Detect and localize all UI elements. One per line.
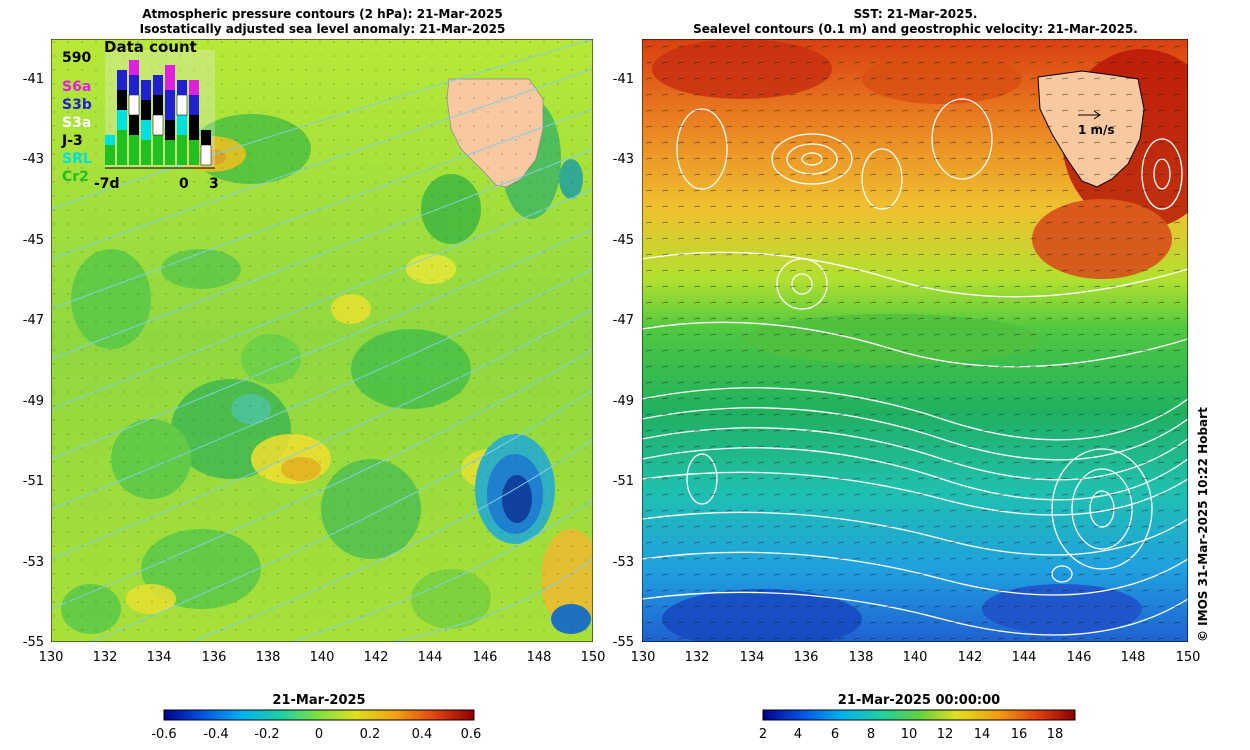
x-tick: 132	[684, 650, 710, 665]
geostrophic-velocity-vectors	[642, 39, 1188, 642]
colorbar-tick: -0.2	[254, 727, 280, 742]
y-tick: -47	[22, 313, 44, 328]
colorbar-tick: 4	[793, 727, 803, 742]
x-tick: 148	[526, 650, 552, 665]
colorbar-tick: 18	[1046, 727, 1064, 742]
x-tick: 150	[580, 650, 606, 665]
x-tick: 140	[902, 650, 928, 665]
velocity-scale-arrow	[1078, 110, 1101, 120]
sst-map	[642, 39, 1188, 642]
y-tick: -45	[612, 233, 634, 248]
inset-xlabel-end: 3	[209, 176, 219, 192]
colorbar-tick: 6	[830, 727, 840, 742]
x-tick: 140	[309, 650, 335, 665]
sla-map	[51, 39, 593, 642]
y-tick: -55	[612, 635, 634, 650]
mission-s3a: S3a	[62, 115, 92, 131]
x-tick: 136	[201, 650, 227, 665]
y-tick: -53	[22, 555, 44, 570]
y-tick: -49	[612, 394, 634, 409]
x-tick: 134	[739, 650, 765, 665]
inset-mission-legend: S6a S3b S3a J-3 SRL Cr2	[62, 78, 92, 186]
y-tick: -47	[612, 313, 634, 328]
y-tick: -41	[612, 72, 634, 87]
colorbar-tick: 12	[936, 727, 954, 742]
mission-s6a: S6a	[62, 79, 92, 95]
x-tick: 150	[1175, 650, 1201, 665]
x-tick: 142	[363, 650, 389, 665]
y-tick: -49	[22, 394, 44, 409]
histogram-bars	[105, 60, 212, 166]
mission-j3: J-3	[62, 133, 83, 149]
inset-title: Data count	[104, 38, 197, 56]
x-tick: 144	[417, 650, 443, 665]
mission-srl: SRL	[62, 151, 92, 167]
x-tick: 130	[630, 650, 656, 665]
colorbar-tick: 0.4	[411, 727, 433, 742]
right-title-line2: Sealevel contours (0.1 m) and geostrophi…	[693, 22, 1138, 36]
right-title-line1: SST: 21-Mar-2025.	[853, 7, 978, 21]
y-tick: -51	[612, 474, 634, 489]
y-tick: -41	[22, 72, 44, 87]
colorbar-tick: -0.6	[151, 727, 177, 742]
x-tick: 146	[1066, 650, 1092, 665]
right-colorbar-title: 21-Mar-2025 00:00:00	[837, 693, 1001, 708]
colorbar-tick: 10	[900, 727, 918, 742]
x-tick: 136	[793, 650, 819, 665]
colorbar-tick: 14	[973, 727, 991, 742]
colorbar-tick: 8	[866, 727, 876, 742]
left-colorbar-title: 21-Mar-2025	[272, 693, 366, 708]
x-tick: 148	[1120, 650, 1146, 665]
x-tick: 134	[146, 650, 172, 665]
colorbar-tick: -0.4	[203, 727, 229, 742]
x-tick: 146	[472, 650, 498, 665]
left-title-line2: Isostatically adjusted sea level anomaly…	[139, 22, 506, 36]
y-tick: -55	[22, 635, 44, 650]
data-count-inset	[105, 50, 215, 169]
mission-cr2: Cr2	[62, 169, 89, 185]
colorbar-tick: 2	[758, 727, 768, 742]
colorbar-tick: 16	[1010, 727, 1028, 742]
left-colorbar	[163, 709, 475, 721]
x-tick: 142	[957, 650, 983, 665]
x-tick: 132	[92, 650, 118, 665]
colorbar-tick: 0.2	[359, 727, 381, 742]
y-tick: -43	[22, 152, 44, 167]
copyright-text: © IMOS 31-Mar-2025 10:22 Hobart	[1196, 407, 1210, 642]
right-colorbar	[762, 709, 1076, 721]
y-tick: -45	[22, 233, 44, 248]
x-tick: 130	[38, 650, 64, 665]
y-tick: -51	[22, 474, 44, 489]
y-tick: -43	[612, 152, 634, 167]
x-tick: 138	[255, 650, 281, 665]
colorbar-tick: 0	[314, 727, 324, 742]
x-tick: 144	[1011, 650, 1037, 665]
y-tick: -53	[612, 555, 634, 570]
inset-xlabel-zero: 0	[179, 176, 189, 192]
x-tick: 138	[848, 650, 874, 665]
inset-xlabel-start: -7d	[94, 176, 120, 192]
left-title-line1: Atmospheric pressure contours (2 hPa): 2…	[142, 7, 503, 21]
mission-s3b: S3b	[62, 97, 92, 113]
velocity-scale-label: 1 m/s	[1078, 123, 1115, 137]
colorbar-tick: 0.6	[460, 727, 482, 742]
inset-max-value: 590	[62, 50, 92, 66]
